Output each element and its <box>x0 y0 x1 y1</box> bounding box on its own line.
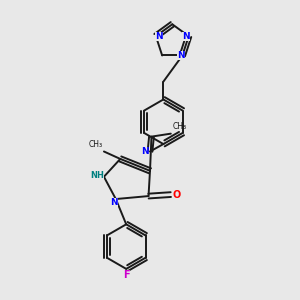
Text: N: N <box>141 147 148 156</box>
Text: CH₃: CH₃ <box>172 122 186 131</box>
Text: NH: NH <box>91 171 104 180</box>
Text: O: O <box>172 190 180 200</box>
Text: F: F <box>123 270 130 280</box>
Text: N: N <box>182 32 190 41</box>
Text: N: N <box>110 198 118 207</box>
Text: N: N <box>177 51 185 60</box>
Text: CH₃: CH₃ <box>88 140 102 149</box>
Text: N: N <box>155 32 163 41</box>
